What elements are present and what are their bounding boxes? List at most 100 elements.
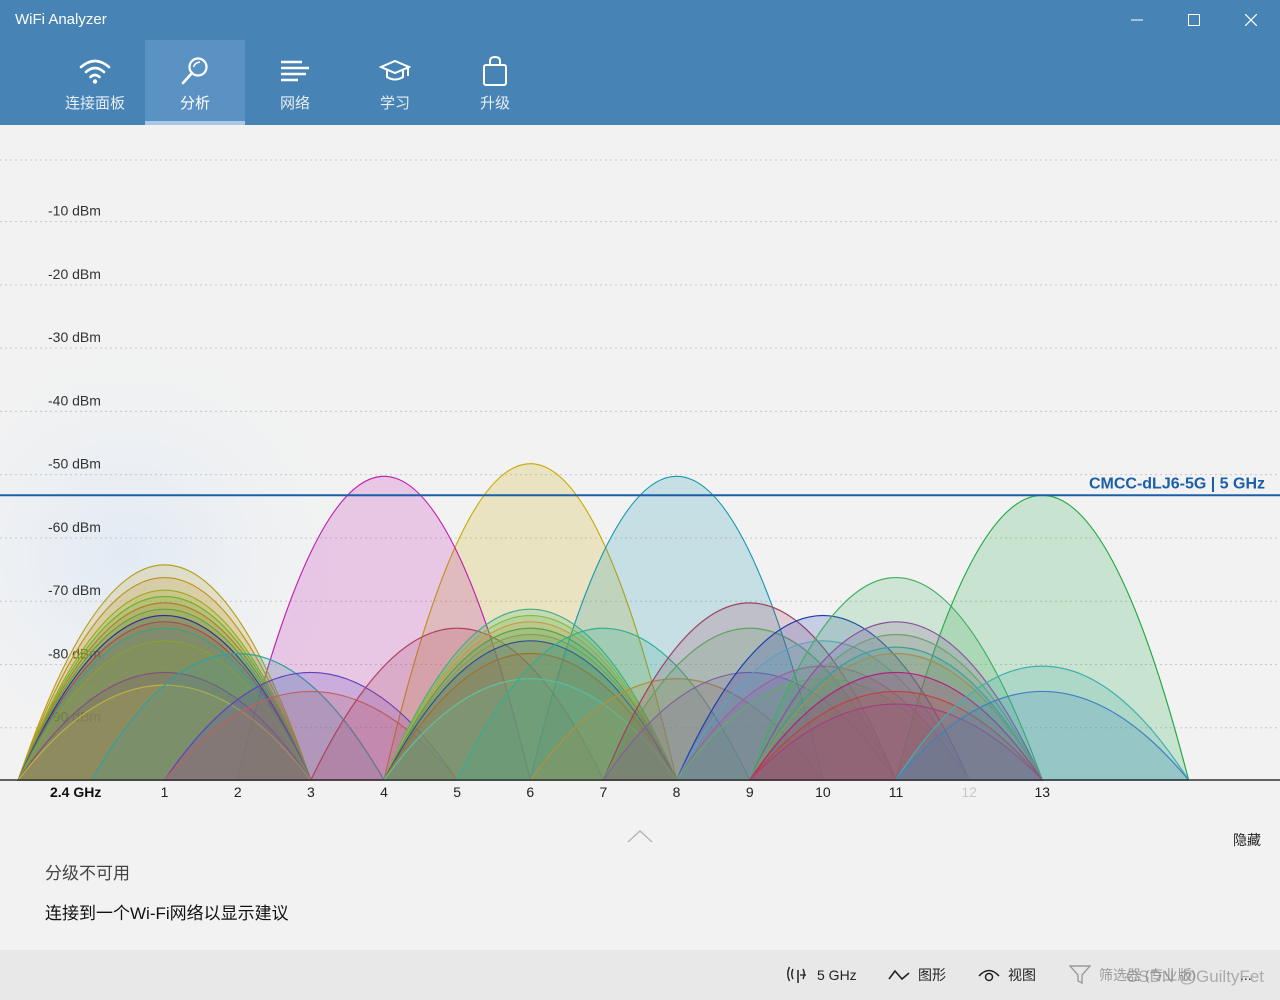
band-axis-label: 2.4 GHz	[50, 784, 101, 800]
network-curve[interactable]	[383, 640, 678, 781]
network-curve[interactable]	[17, 602, 312, 781]
y-tick-label: -90 dBm	[48, 709, 101, 725]
network-curve[interactable]	[675, 615, 971, 781]
network-curve[interactable]	[894, 691, 1190, 781]
wifi-icon	[78, 54, 112, 88]
more-button[interactable]: ...	[1240, 950, 1252, 1000]
graph-button[interactable]: 图形	[888, 950, 946, 1000]
network-curve[interactable]	[17, 608, 312, 781]
filter-button[interactable]: 筛选器 (专业版)	[1069, 950, 1196, 1000]
analyze-icon	[178, 54, 212, 88]
channel-chart: -10 dBm -20 dBm -30 dBm -40 dBm -50 dBm -60 d…	[0, 125, 1280, 820]
antenna-icon	[787, 966, 806, 983]
maximize-icon	[1187, 14, 1200, 26]
network-curve[interactable]	[748, 646, 1044, 781]
app-title: WiFi Analyzer	[15, 11, 107, 28]
band-button[interactable]: 5 GHz	[787, 950, 857, 1000]
network-curve[interactable]	[17, 627, 312, 781]
chevron-up-icon	[627, 829, 653, 843]
network-curve[interactable]	[17, 640, 312, 781]
watermark: CSDN @GuiltyFet	[1125, 967, 1264, 986]
tab-label: 分析	[179, 95, 210, 112]
network-curve[interactable]	[383, 627, 678, 781]
network-curve[interactable]	[675, 640, 971, 781]
network-curve[interactable]	[748, 576, 1044, 781]
channel-tick-label: 12	[961, 784, 977, 800]
network-curve[interactable]	[17, 576, 312, 781]
tab-label: 学习	[379, 95, 410, 112]
network-curve[interactable]	[748, 703, 1044, 781]
network-list-icon	[278, 54, 312, 88]
channel-tick-label: 6	[526, 784, 534, 800]
hide-link[interactable]: 隐藏	[1233, 832, 1261, 848]
y-tick-label: -70 dBm	[48, 582, 101, 598]
maximize-button[interactable]	[1165, 0, 1222, 40]
network-curve[interactable]	[163, 691, 459, 781]
network-curve[interactable]	[894, 665, 1190, 781]
channel-tick-label: 9	[746, 784, 754, 800]
graph-icon	[888, 969, 910, 981]
network-curve[interactable]	[382, 653, 678, 781]
tab-label: 升级	[479, 95, 510, 112]
close-icon	[1244, 14, 1257, 26]
channel-chart-svg: -10 dBm -20 dBm -30 dBm -40 dBm -50 dBm -60 d…	[0, 125, 1280, 820]
network-curve[interactable]	[17, 596, 312, 781]
band-label: 5 GHz	[817, 967, 857, 983]
channel-tick-label: 7	[600, 784, 608, 800]
network-curve[interactable]	[17, 684, 313, 781]
more-label: ...	[1240, 967, 1252, 983]
collapse-button[interactable]	[627, 828, 653, 849]
tab-analyze[interactable]: 分析	[145, 40, 245, 125]
shopping-bag-icon	[478, 54, 512, 88]
view-button[interactable]: 视图	[978, 950, 1036, 1000]
channel-tick-label: 10	[815, 784, 831, 800]
network-curve[interactable]	[748, 671, 1044, 781]
network-curve[interactable]	[90, 653, 386, 781]
chart-glow	[0, 315, 490, 795]
tab-label: 连接面板	[64, 95, 125, 112]
close-button[interactable]	[1222, 0, 1279, 40]
network-curve[interactable]	[602, 602, 897, 781]
channel-tick-label: 4	[380, 784, 388, 800]
channel-tick-label: 1	[161, 784, 169, 800]
minimize-icon	[1130, 19, 1143, 21]
filter-label: 筛选器 (专业版)	[1099, 967, 1197, 983]
main-tabs: 连接面板 分析 网络	[45, 40, 545, 125]
tab-label: 网络	[279, 95, 310, 112]
network-curve[interactable]	[748, 621, 1044, 781]
connect-suggestion: 连接到一个Wi-Fi网络以显示建议	[45, 904, 289, 923]
channel-tick-label: 5	[453, 784, 461, 800]
network-curve[interactable]	[748, 633, 1044, 781]
network-curve[interactable]	[748, 653, 1044, 781]
eye-icon	[978, 969, 1000, 982]
minimize-button[interactable]	[1108, 0, 1165, 40]
view-label: 视图	[1008, 967, 1036, 983]
tab-upgrade[interactable]: 升级	[445, 40, 545, 125]
y-tick-label: -40 dBm	[48, 392, 101, 408]
title-bar: WiFi Analyzer 连接面板	[0, 0, 1280, 125]
network-curve[interactable]	[383, 608, 678, 781]
network-curve[interactable]	[17, 615, 312, 781]
tab-dashboard[interactable]: 连接面板	[45, 40, 145, 125]
channel-tick-label: 11	[889, 784, 904, 800]
network-curve[interactable]	[17, 621, 312, 781]
channel-tick-label: 13	[1034, 784, 1050, 800]
graduation-cap-icon	[378, 54, 412, 88]
y-tick-label: -30 dBm	[48, 329, 101, 345]
channel-tick-label: 8	[673, 784, 681, 800]
tab-learn[interactable]: 学习	[345, 40, 445, 125]
network-curve[interactable]	[383, 615, 678, 781]
filter-icon	[1069, 965, 1091, 985]
y-tick-label: -20 dBm	[48, 266, 101, 282]
y-tick-label: -10 dBm	[48, 203, 101, 219]
tab-networks[interactable]: 网络	[245, 40, 345, 125]
channel-tick-label: 2	[234, 784, 242, 800]
channel-tick-label: 3	[307, 784, 315, 800]
y-tick-label: -60 dBm	[48, 519, 101, 535]
y-tick-label: -50 dBm	[48, 456, 101, 472]
network-curve[interactable]	[163, 671, 459, 781]
network-curve[interactable]	[383, 621, 678, 781]
graph-label: 图形	[918, 967, 946, 983]
reference-line-label: CMCC-dLJ6-5G | 5 GHz	[1089, 475, 1265, 492]
command-bar: 5 GHz 图形 视图 筛选器 (专业版) ...	[0, 950, 1280, 1000]
